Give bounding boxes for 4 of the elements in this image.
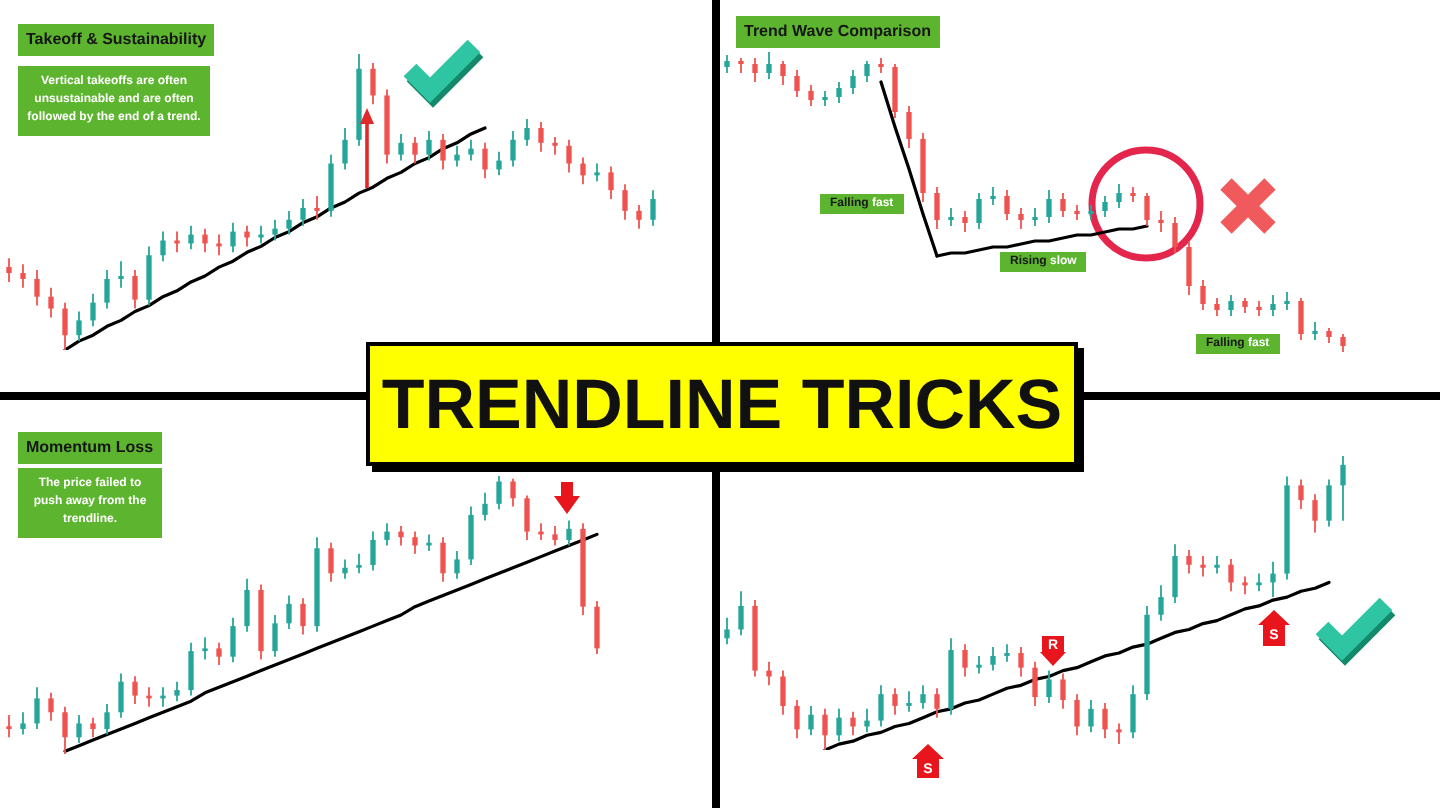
chart-title: Trend Wave Comparison	[736, 16, 939, 48]
chart-title: Momentum Loss	[18, 432, 162, 464]
chart-title: Takeoff & Sustainability	[18, 24, 215, 56]
text: TRENDLINE TRICKS	[381, 365, 1063, 443]
